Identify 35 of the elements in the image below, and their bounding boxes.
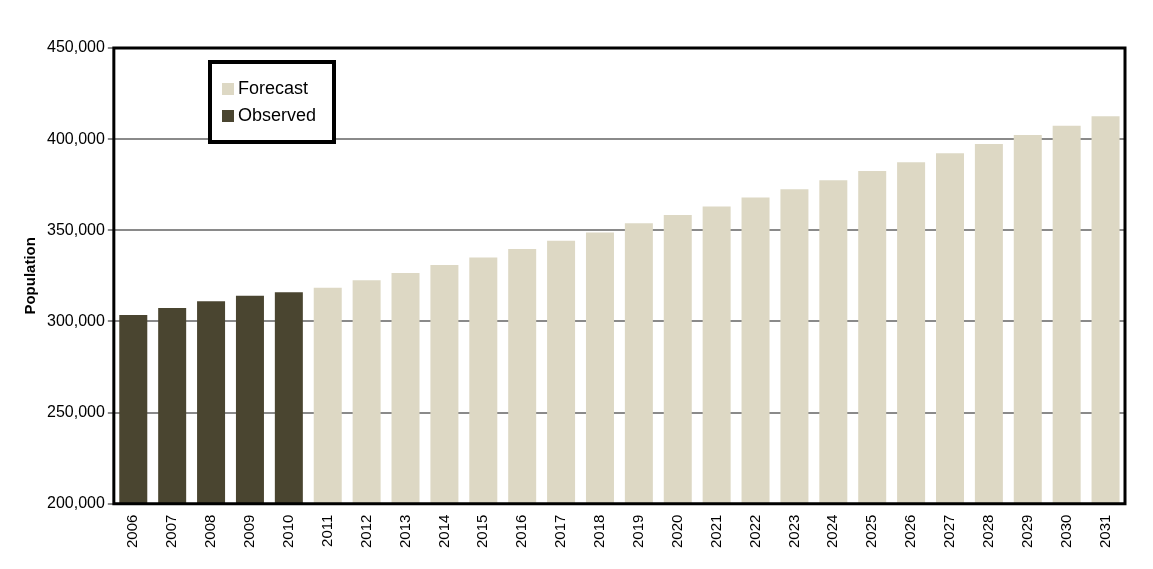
x-tick-label: 2022 [745, 514, 763, 549]
x-tick-label: 2013 [395, 514, 413, 549]
x-tick-label: 2009 [240, 514, 258, 549]
x-tick-label: 2008 [201, 514, 219, 549]
legend-label: Observed [238, 105, 317, 126]
y-tick-label: 450,000 [46, 38, 105, 56]
x-tick-label: 2025 [862, 514, 880, 549]
x-tick-label: 2015 [473, 514, 491, 549]
y-tick-label: 350,000 [46, 220, 105, 238]
x-tick-label: 2010 [278, 514, 296, 549]
x-tick-label: 2029 [1017, 514, 1035, 549]
y-tick-label: 250,000 [46, 402, 105, 420]
x-tick-label: 2031 [1095, 514, 1113, 549]
x-tick-label: 2018 [590, 514, 608, 549]
x-tick-label: 2027 [940, 514, 958, 549]
x-tick-label: 2014 [434, 514, 452, 549]
x-tick-label: 2023 [784, 514, 802, 549]
y-axis-title: Population [21, 237, 39, 315]
x-tick-label: 2016 [512, 514, 530, 549]
x-tick-label: 2030 [1056, 514, 1074, 549]
x-tick-label: 2024 [823, 514, 841, 549]
x-tick-label: 2011 [317, 514, 335, 547]
x-tick-label: 2019 [629, 514, 646, 549]
legend-label: Forecast [238, 78, 309, 99]
x-tick-label: 2007 [162, 514, 180, 549]
x-tick-label: 2020 [667, 514, 685, 549]
x-tick-label: 2026 [901, 514, 919, 549]
x-tick-label: 2021 [706, 514, 724, 549]
x-tick-label: 2028 [979, 514, 997, 549]
y-tick-label: 300,000 [46, 311, 105, 329]
y-tick-label: 400,000 [46, 129, 105, 147]
x-tick-label: 2017 [551, 514, 569, 549]
x-tick-label: 2012 [356, 514, 374, 549]
x-tick-label: 2006 [123, 514, 141, 549]
y-tick-label: 200,000 [46, 494, 105, 512]
